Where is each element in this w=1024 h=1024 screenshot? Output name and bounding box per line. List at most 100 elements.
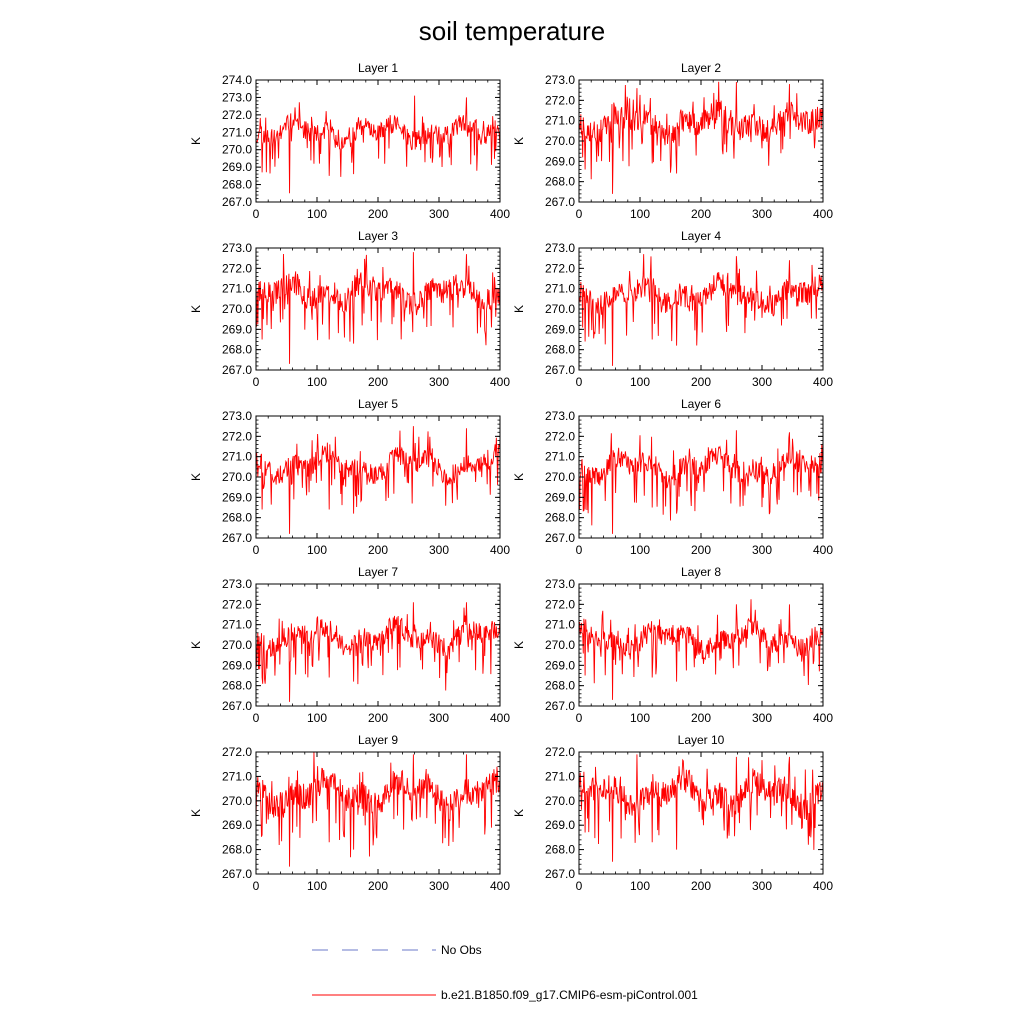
y-tick-label: 273.0 (222, 241, 252, 255)
x-tick-label: 400 (490, 543, 510, 557)
x-tick-label: 400 (813, 543, 833, 557)
x-tick-label: 0 (253, 711, 260, 725)
y-tick-label: 267.0 (545, 867, 575, 881)
series-line (255, 602, 501, 702)
panel-title: Layer 2 (681, 61, 721, 75)
y-axis-label: K (512, 473, 526, 481)
y-tick-label: 269.0 (222, 160, 252, 174)
y-tick-label: 272.0 (222, 597, 252, 611)
x-tick-label: 200 (368, 879, 388, 893)
x-tick-label: 300 (429, 543, 449, 557)
panel-title: Layer 3 (358, 229, 398, 243)
x-tick-label: 400 (490, 375, 510, 389)
panel-layer-2: Layer 2 K 267.0 268.0 269.0 270.0 271.0 272.0 27… (512, 61, 833, 221)
x-tick-label: 400 (813, 375, 833, 389)
x-tick-label: 100 (630, 375, 650, 389)
y-tick-label: 270.0 (222, 794, 252, 808)
x-tick-label: 200 (691, 879, 711, 893)
y-tick-label: 273.0 (545, 577, 575, 591)
x-tick-label: 400 (490, 711, 510, 725)
y-tick-label: 270.0 (545, 134, 575, 148)
y-tick-label: 269.0 (222, 658, 252, 672)
y-tick-label: 272.0 (222, 429, 252, 443)
panel-layer-6: Layer 6 K 267.0 268.0 269.0 270.0 271.0 272.0 27… (512, 397, 833, 557)
x-tick-label: 200 (368, 711, 388, 725)
y-tick-label: 270.0 (545, 794, 575, 808)
x-tick-label: 0 (253, 375, 260, 389)
panel-title: Layer 1 (358, 61, 398, 75)
x-tick-label: 0 (576, 711, 583, 725)
y-tick-label: 269.0 (545, 154, 575, 168)
panel-title: Layer 5 (358, 397, 398, 411)
panel-layer-8: Layer 8 K 267.0 268.0 269.0 270.0 271.0 272.0 27… (512, 565, 833, 725)
series-line (578, 599, 824, 700)
panel-title: Layer 10 (678, 733, 725, 747)
y-tick-label: 270.0 (222, 470, 252, 484)
y-tick-label: 270.0 (222, 143, 252, 157)
y-tick-label: 267.0 (222, 363, 252, 377)
x-tick-label: 100 (630, 879, 650, 893)
y-axis-label: K (189, 809, 203, 817)
x-tick-label: 0 (253, 543, 260, 557)
y-tick-label: 269.0 (545, 818, 575, 832)
panel-layer-3: Layer 3 K 267.0 268.0 269.0 270.0 271.0 272.0 27… (189, 229, 510, 389)
y-tick-label: 269.0 (545, 658, 575, 672)
panel-layer-5: Layer 5 K 267.0 268.0 269.0 270.0 271.0 272.0 27… (189, 397, 510, 557)
y-tick-label: 272.0 (545, 261, 575, 275)
y-tick-label: 271.0 (222, 450, 252, 464)
x-tick-label: 0 (576, 207, 583, 221)
legend-model-label: b.e21.B1850.f09_g17.CMIP6-esm-piControl.… (441, 988, 698, 1002)
y-tick-label: 273.0 (222, 577, 252, 591)
y-tick-label: 267.0 (222, 195, 252, 209)
y-tick-label: 270.0 (222, 302, 252, 316)
y-tick-label: 272.0 (545, 93, 575, 107)
y-tick-label: 271.0 (545, 450, 575, 464)
x-tick-label: 300 (429, 879, 449, 893)
x-tick-label: 200 (691, 207, 711, 221)
y-tick-label: 270.0 (545, 638, 575, 652)
y-tick-label: 273.0 (222, 90, 252, 104)
y-tick-label: 272.0 (222, 108, 252, 122)
y-tick-label: 269.0 (545, 490, 575, 504)
legend: No Obs b.e21.B1850.f09_g17.CMIP6-esm-piC… (312, 943, 698, 1002)
panel-grid: Layer 1 K 267.0 268.0 269.0 270.0 271.0 272.0 27… (189, 61, 833, 893)
y-axis-label: K (189, 137, 203, 145)
y-tick-label: 273.0 (545, 409, 575, 423)
y-tick-label: 270.0 (545, 470, 575, 484)
y-tick-label: 269.0 (222, 322, 252, 336)
x-tick-label: 0 (576, 375, 583, 389)
y-tick-label: 268.0 (545, 843, 575, 857)
series-line (578, 81, 824, 194)
y-tick-label: 271.0 (222, 618, 252, 632)
y-tick-label: 268.0 (545, 343, 575, 357)
y-tick-label: 271.0 (545, 282, 575, 296)
x-tick-label: 300 (752, 879, 772, 893)
y-tick-label: 273.0 (545, 73, 575, 87)
x-tick-label: 100 (307, 543, 327, 557)
y-tick-label: 268.0 (222, 843, 252, 857)
y-tick-label: 267.0 (545, 531, 575, 545)
y-tick-label: 267.0 (222, 531, 252, 545)
series-line (255, 95, 501, 194)
x-tick-label: 400 (813, 879, 833, 893)
plot-frame (578, 247, 824, 371)
x-tick-label: 300 (752, 543, 772, 557)
panel-title: Layer 7 (358, 565, 398, 579)
series-line (255, 252, 501, 364)
x-tick-label: 100 (307, 711, 327, 725)
y-tick-label: 269.0 (545, 322, 575, 336)
x-tick-label: 200 (691, 543, 711, 557)
x-tick-label: 200 (691, 375, 711, 389)
x-tick-label: 300 (429, 711, 449, 725)
legend-obs-label: No Obs (441, 943, 482, 957)
y-tick-label: 272.0 (222, 745, 252, 759)
x-tick-label: 200 (691, 711, 711, 725)
y-tick-label: 268.0 (545, 175, 575, 189)
y-tick-label: 268.0 (545, 679, 575, 693)
x-tick-label: 100 (307, 207, 327, 221)
x-tick-label: 200 (368, 375, 388, 389)
y-tick-label: 271.0 (545, 114, 575, 128)
x-tick-label: 300 (752, 711, 772, 725)
x-tick-label: 100 (307, 879, 327, 893)
